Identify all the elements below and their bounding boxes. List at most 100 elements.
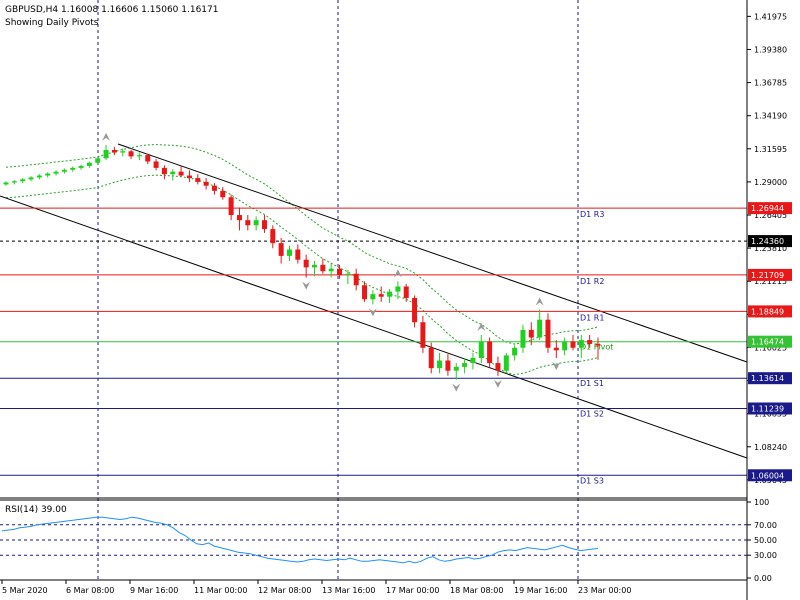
- bull-candle: [170, 171, 176, 175]
- price-box-label: 1.26944: [751, 204, 784, 213]
- upper-band: [5, 144, 599, 345]
- fractal-up-icon: [393, 269, 402, 278]
- bull-candle: [136, 155, 142, 157]
- bull-candle: [520, 329, 526, 348]
- price-box-label: 1.16474: [751, 338, 784, 347]
- time-tick-label: 23 Mar 00:00: [578, 586, 631, 595]
- bull-candle: [512, 347, 518, 356]
- bear-candle: [595, 343, 601, 346]
- bull-candle: [70, 167, 76, 170]
- bear-candle: [303, 259, 309, 268]
- symbol-info: GBPUSD,H4 1.16008 1.16606 1.15060 1.1617…: [5, 5, 218, 15]
- bull-candle: [537, 319, 543, 338]
- price-tick-label: 1.36785: [754, 79, 787, 88]
- fractal-down-icon: [368, 308, 377, 317]
- rsi-tick-label: 70.00: [754, 521, 777, 530]
- price-tick-label: 1.41975: [754, 12, 787, 21]
- bull-candle: [370, 294, 376, 300]
- fractal-up-icon: [535, 297, 544, 306]
- price-tick-label: 1.08240: [754, 443, 787, 452]
- time-tick-label: 19 Mar 16:00: [514, 586, 567, 595]
- bear-candle: [145, 155, 151, 162]
- bull-candle: [503, 355, 509, 371]
- pivot-line-label: D1 Pivot: [580, 343, 613, 352]
- bear-candle: [337, 268, 343, 276]
- bear-candle: [270, 229, 276, 244]
- rsi-panel: RSI(14) 39.00 100 70.00 50.00 30.00 0.00: [0, 498, 777, 583]
- price-tick-label: 1.21215: [754, 277, 787, 286]
- bull-candle: [345, 273, 351, 276]
- price-box: [748, 305, 792, 318]
- rsi-line: [1, 516, 599, 564]
- bear-candle: [245, 220, 251, 226]
- price-box-label: 1.21709: [751, 271, 784, 280]
- bear-candle: [161, 167, 167, 175]
- price-box-label: 1.13614: [751, 374, 784, 383]
- bull-candle: [20, 179, 26, 182]
- bull-candle: [395, 286, 401, 292]
- bear-candle: [278, 243, 284, 256]
- price-box: [748, 469, 792, 482]
- bull-candle: [78, 165, 84, 168]
- price-tick-label: 1.39380: [754, 45, 787, 54]
- bear-candle: [487, 341, 493, 364]
- bear-candle: [178, 171, 184, 176]
- candles: [3, 144, 601, 380]
- bull-candle: [120, 151, 126, 153]
- pivot-lines: D1 R3 D1 R2 D1 R1 D1 Pivot D1 S1 D1 S2 D1 S3: [0, 207, 747, 485]
- price-box: [748, 335, 792, 348]
- main-grid: [97, 0, 579, 580]
- bull-candle: [28, 177, 34, 180]
- pivot-line-label: D1 R3: [580, 210, 604, 219]
- bull-candle: [453, 366, 459, 371]
- bear-candle: [195, 178, 201, 182]
- bull-candle: [328, 268, 334, 272]
- subtitle: Showing Daily Pivots: [5, 18, 99, 28]
- price-tick-label: 1.34190: [754, 112, 787, 121]
- bull-candle: [437, 360, 443, 369]
- bear-candle: [362, 285, 368, 300]
- fractal-markers: [102, 132, 561, 392]
- bear-candle: [420, 322, 426, 348]
- price-tick-label: 1.16025: [754, 343, 787, 352]
- bull-candle: [312, 264, 318, 268]
- price-box: [748, 202, 792, 215]
- bear-candle: [236, 215, 242, 221]
- bull-candle: [86, 162, 92, 166]
- bull-candle: [45, 173, 51, 176]
- bull-candle: [253, 220, 259, 226]
- time-tick-label: 6 Mar 08:00: [66, 586, 114, 595]
- bear-candle: [570, 341, 576, 348]
- bear-candle: [545, 319, 551, 348]
- bear-candle: [228, 197, 234, 216]
- time-tick-label: 5 Mar 2020: [2, 586, 48, 595]
- fractal-up-icon: [477, 322, 486, 331]
- bear-candle: [412, 297, 418, 323]
- price-tick-label: 1.26405: [754, 211, 787, 220]
- bear-candle: [320, 264, 326, 272]
- bull-candle: [478, 341, 484, 358]
- bull-candle: [387, 291, 393, 297]
- bull-candle: [578, 340, 584, 348]
- price-labels: 1.26944 1.24360 1.21709 1.18849 1.16474 1.136…: [748, 202, 792, 482]
- time-tick-label: 9 Mar 16:00: [130, 586, 178, 595]
- pivot-line-label: D1 S3: [580, 476, 604, 485]
- time-tick-label: 12 Mar 08:00: [258, 586, 311, 595]
- fractal-down-icon: [302, 281, 311, 290]
- rsi-tick-label: 50.00: [754, 536, 777, 545]
- channel-upper-line: [117, 143, 748, 363]
- bull-candle: [36, 175, 42, 178]
- price-box-label: 1.18849: [751, 307, 784, 316]
- price-tick-label: 1.23810: [754, 244, 787, 253]
- bull-candle: [95, 158, 101, 163]
- price-box: [748, 402, 792, 415]
- fractal-up-icon: [102, 132, 111, 141]
- bear-candle: [428, 347, 434, 369]
- rsi-tick-label: 0.00: [754, 574, 772, 583]
- bull-candle: [53, 171, 59, 174]
- pivot-line-label: D1 R2: [580, 277, 604, 286]
- trend-channel: [0, 143, 748, 459]
- pivot-line-label: D1 S2: [580, 409, 604, 418]
- bear-candle: [495, 363, 501, 371]
